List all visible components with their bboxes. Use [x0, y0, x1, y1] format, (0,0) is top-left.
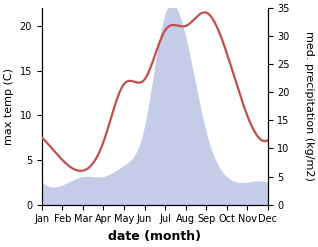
X-axis label: date (month): date (month) [108, 230, 201, 243]
Y-axis label: max temp (C): max temp (C) [4, 68, 14, 145]
Y-axis label: med. precipitation (kg/m2): med. precipitation (kg/m2) [304, 31, 314, 181]
